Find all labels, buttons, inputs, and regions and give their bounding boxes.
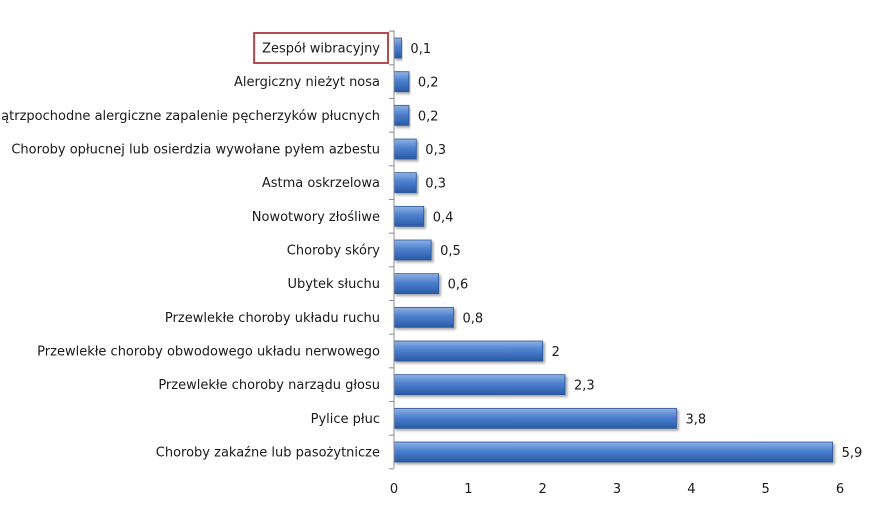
bar bbox=[393, 104, 410, 126]
category-label: Nowotwory złośliwe bbox=[252, 210, 380, 225]
x-tick-label: 2 bbox=[539, 482, 547, 497]
category-label: Zewnątrzpochodne alergiczne zapalenie pę… bbox=[0, 109, 380, 124]
data-label: 2 bbox=[552, 345, 560, 360]
x-tick-label: 1 bbox=[464, 482, 472, 497]
bar bbox=[393, 306, 454, 328]
category-label: Pylice płuc bbox=[311, 412, 380, 427]
category-label: Ubytek słuchu bbox=[287, 277, 380, 292]
bar bbox=[393, 37, 402, 59]
data-labels-group: 0,1 0,2 0,2 0,3 0,3 0,4 0,5 0,6 0,8 2 2,3 3,8 5,9 bbox=[410, 42, 862, 461]
data-label: 0,8 bbox=[462, 311, 483, 326]
data-label: 2,3 bbox=[574, 379, 595, 394]
category-labels-group: Zespół wibracyjny Alergiczny nieżyt nosa Z… bbox=[0, 32, 389, 461]
bar bbox=[393, 239, 432, 261]
axes-group bbox=[389, 30, 395, 470]
data-label: 0,2 bbox=[418, 109, 439, 124]
data-label: 0,4 bbox=[433, 210, 454, 225]
bars-group bbox=[393, 37, 833, 463]
data-label: 0,6 bbox=[448, 278, 469, 293]
bar bbox=[393, 273, 439, 295]
bar bbox=[393, 205, 425, 227]
category-label: Choroby opłucnej lub osierdzia wywołane … bbox=[11, 143, 380, 158]
category-label: Choroby skóry bbox=[287, 244, 380, 259]
x-tick-label: 5 bbox=[762, 482, 770, 497]
category-label: Zespół wibracyjny bbox=[262, 42, 380, 57]
data-label: 0,3 bbox=[425, 143, 446, 158]
data-label: 0,2 bbox=[418, 76, 439, 91]
x-tick-label: 6 bbox=[836, 482, 844, 497]
category-label: Przewlekłe choroby układu ruchu bbox=[165, 311, 380, 326]
category-label: Choroby zakaźne lub pasożytnicze bbox=[156, 446, 380, 461]
data-label: 5,9 bbox=[842, 446, 863, 461]
x-tick-label: 4 bbox=[687, 482, 695, 497]
x-tick-label: 3 bbox=[613, 482, 621, 497]
highlight-box bbox=[253, 32, 389, 64]
category-label: Przewlekłe choroby obwodowego układu ner… bbox=[37, 345, 380, 360]
data-label: 0,5 bbox=[440, 244, 461, 259]
bar bbox=[393, 374, 566, 396]
data-label: 0,1 bbox=[410, 42, 431, 57]
bar bbox=[393, 340, 544, 362]
bar bbox=[393, 441, 833, 463]
bar bbox=[393, 172, 417, 194]
data-label: 3,8 bbox=[685, 412, 706, 427]
category-label: Alergiczny nieżyt nosa bbox=[234, 75, 380, 90]
x-tick-label: 0 bbox=[390, 482, 398, 497]
category-label: Przewlekłe choroby narządu głosu bbox=[158, 378, 380, 393]
bar bbox=[393, 71, 410, 93]
x-tick-labels-group: 0 1 2 3 4 5 6 bbox=[390, 482, 844, 497]
bar bbox=[393, 138, 417, 160]
category-label: Astma oskrzelowa bbox=[262, 176, 380, 191]
bar bbox=[393, 407, 677, 429]
data-label: 0,3 bbox=[425, 177, 446, 192]
